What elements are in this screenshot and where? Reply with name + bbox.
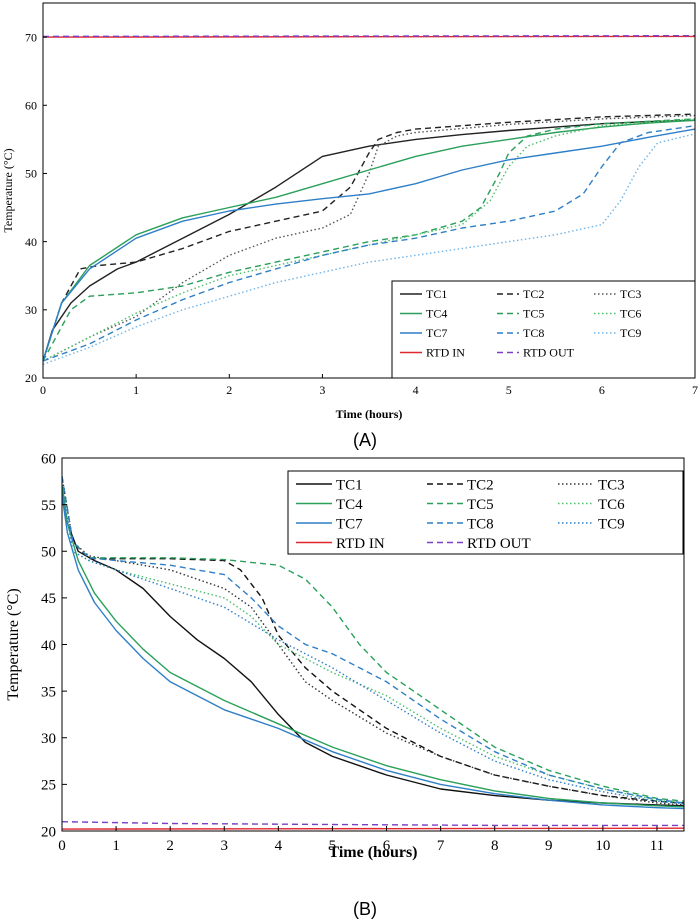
legend-label: TC9 <box>620 326 641 340</box>
y-tick-label: 70 <box>25 30 37 44</box>
legend-label: TC1 <box>426 287 447 301</box>
legend-label: TC5 <box>523 307 544 321</box>
x-tick-label: 0 <box>40 383 46 397</box>
x-tick-label: 5 <box>506 383 512 397</box>
legend-label: TC3 <box>620 287 641 301</box>
y-tick-label: 50 <box>41 545 56 561</box>
series-line-tc4 <box>43 119 695 362</box>
x-tick-label: 1 <box>112 838 120 854</box>
x-tick-label: 2 <box>226 383 232 397</box>
x-tick-label: 7 <box>437 838 445 854</box>
legend-label: RTD OUT <box>467 536 531 552</box>
x-axis-label: Time (hours) <box>336 407 403 421</box>
y-tick-label: 25 <box>41 778 56 794</box>
x-tick-label: 3 <box>221 838 229 854</box>
y-tick-label: 45 <box>41 591 56 607</box>
legend-label: TC8 <box>523 326 544 340</box>
x-tick-label: 5 <box>329 838 337 854</box>
x-tick-label: 11 <box>650 838 664 854</box>
series-line-rtd-out <box>43 35 695 38</box>
legend-label: TC6 <box>598 497 625 513</box>
x-tick-label: 10 <box>595 838 610 854</box>
y-axis-label: Temperature (°C) <box>5 588 22 700</box>
x-tick-label: 7 <box>692 383 698 397</box>
series-line-tc1 <box>43 119 695 362</box>
panel-label-b: (B) <box>353 899 377 919</box>
series-line-rtd-in <box>62 827 684 830</box>
series-group <box>43 35 695 366</box>
series-line-tc5 <box>62 476 684 802</box>
y-tick-label: 35 <box>41 684 56 700</box>
y-axis-label: Temperature (°C) <box>1 148 15 232</box>
series-line-tc7 <box>43 128 695 362</box>
y-tick-label: 40 <box>25 235 37 249</box>
x-tick-label: 1 <box>133 383 139 397</box>
legend-label: TC7 <box>426 326 447 340</box>
legend-label: TC7 <box>336 516 363 532</box>
legend-label: TC1 <box>336 477 363 493</box>
legend-box <box>287 470 684 555</box>
x-tick-label: 0 <box>58 838 66 854</box>
legend: TC1 TC2 TC3 TC4 TC5 TC6 TC7 TC8 TC9 RTD IN RTD OUT <box>391 280 696 379</box>
y-tick-label: 20 <box>41 824 56 840</box>
chart-panel-a: 0 1 2 3 4 5 6 7 20 30 40 50 60 70 Time (hours) Temperat… <box>1 2 698 421</box>
series-group <box>62 476 684 830</box>
legend-label: TC5 <box>467 497 494 513</box>
plot-frame <box>42 2 696 379</box>
series-line-tc4 <box>62 485 684 808</box>
legend-label: RTD OUT <box>523 346 575 360</box>
series-line-tc5 <box>43 118 695 362</box>
x-tick-label: 3 <box>319 383 325 397</box>
panel-label-a: (A) <box>353 430 377 450</box>
legend-label: RTD IN <box>426 346 465 360</box>
x-tick-label: 6 <box>599 383 605 397</box>
legend-label: TC9 <box>598 516 625 532</box>
x-tick-label: 2 <box>166 838 174 854</box>
y-tick-label: 50 <box>25 167 37 181</box>
legend: TC1 TC2 TC3 TC4 TC5 TC6 TC7 TC8 TC9 RTD IN RTD OUT <box>287 470 684 555</box>
series-line-tc3 <box>62 476 684 806</box>
y-tick-label: 60 <box>25 98 37 112</box>
x-tick-label: 4 <box>275 838 283 854</box>
y-tick-label: 30 <box>41 731 56 747</box>
x-tick-label: 4 <box>413 383 419 397</box>
series-line-tc8 <box>62 476 684 804</box>
series-line-tc6 <box>43 118 695 362</box>
x-tick-label: 8 <box>491 838 499 854</box>
series-line-rtd-out <box>62 821 684 827</box>
y-tick-label: 55 <box>41 498 56 514</box>
series-line-tc7 <box>62 495 684 810</box>
legend-label: TC2 <box>523 287 544 301</box>
legend-label: TC3 <box>598 477 625 493</box>
x-tick-label: 9 <box>545 838 553 854</box>
legend-box <box>391 280 696 379</box>
y-tick-label: 30 <box>25 303 37 317</box>
legend-label: RTD IN <box>336 536 385 552</box>
x-tick-label: 6 <box>383 838 391 854</box>
y-tick-label: 20 <box>25 371 37 385</box>
series-line-tc8 <box>43 125 695 362</box>
y-tick-label: 60 <box>41 451 56 467</box>
y-tick-label: 40 <box>41 638 56 654</box>
legend-label: TC8 <box>467 516 494 532</box>
legend-label: TC2 <box>467 477 494 493</box>
legend-label: TC4 <box>426 307 447 321</box>
legend-label: TC4 <box>336 497 363 513</box>
x-axis-label: Time (hours) <box>328 844 417 861</box>
series-line-tc9 <box>62 485 684 805</box>
legend-label: TC6 <box>620 307 641 321</box>
